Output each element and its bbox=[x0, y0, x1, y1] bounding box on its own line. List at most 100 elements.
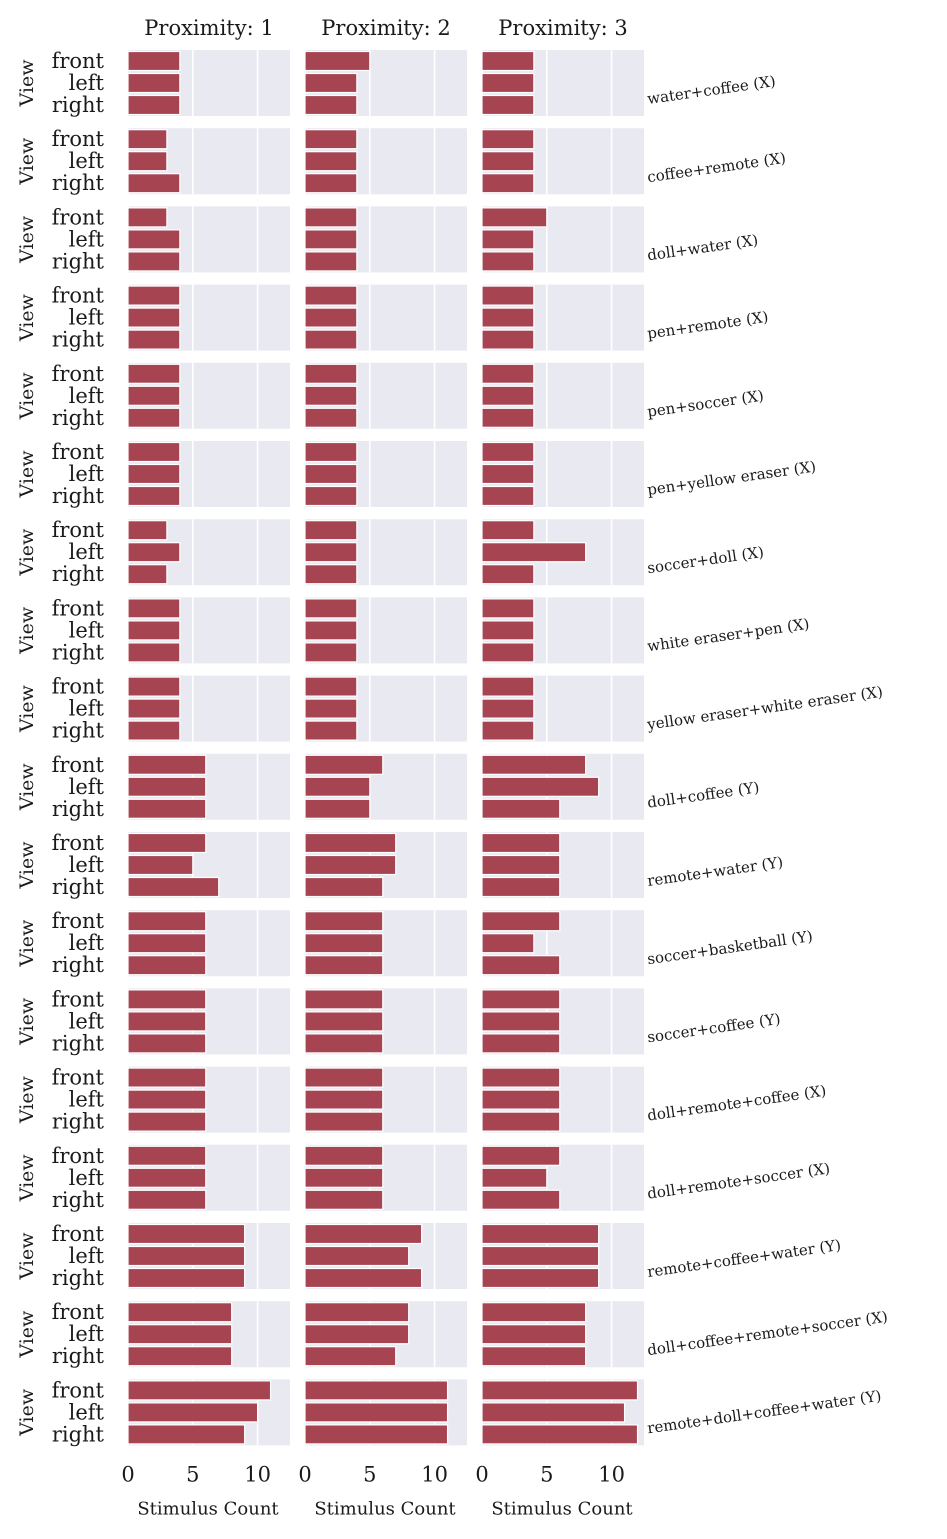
bar bbox=[304, 1324, 410, 1345]
x-tick-label: 10 bbox=[244, 1462, 271, 1486]
row-facet-label: doll+remote+soccer (X) bbox=[646, 1159, 831, 1202]
bar bbox=[481, 698, 535, 719]
y-axis-label: View bbox=[16, 684, 38, 733]
row-facet-label: pen+soccer (X) bbox=[646, 387, 765, 421]
bar bbox=[481, 485, 535, 507]
category-tick-label: right bbox=[52, 1266, 105, 1290]
bar bbox=[304, 564, 358, 585]
y-axis-label: View bbox=[16, 1310, 38, 1359]
row-facet-label: pen+yellow eraser (X) bbox=[646, 457, 817, 499]
bar bbox=[481, 363, 535, 384]
category-tick-label: front bbox=[52, 675, 105, 699]
bar bbox=[481, 1302, 587, 1323]
bar bbox=[304, 1011, 384, 1032]
bar bbox=[304, 832, 397, 854]
bar bbox=[127, 72, 181, 94]
bar bbox=[481, 1167, 548, 1188]
category-tick-label: front bbox=[52, 1222, 105, 1246]
x-tick-label: 0 bbox=[298, 1462, 311, 1486]
bar bbox=[481, 1067, 561, 1088]
bar bbox=[127, 173, 181, 194]
category-tick-label: front bbox=[52, 127, 105, 151]
bar bbox=[304, 173, 358, 194]
y-axis-label: View bbox=[16, 1154, 38, 1203]
bar bbox=[127, 955, 207, 976]
bar bbox=[481, 598, 535, 619]
category-tick-label: front bbox=[52, 1378, 105, 1402]
bar bbox=[481, 1245, 600, 1267]
bar bbox=[127, 598, 181, 619]
y-axis-label: View bbox=[16, 137, 38, 186]
bar bbox=[127, 329, 181, 350]
bar bbox=[481, 1267, 600, 1289]
bar bbox=[481, 798, 561, 819]
x-tick-label: 0 bbox=[475, 1462, 488, 1486]
bar bbox=[304, 542, 358, 563]
category-tick-label: right bbox=[52, 249, 105, 273]
category-tick-label: right bbox=[52, 719, 105, 743]
bar bbox=[304, 385, 358, 406]
bar bbox=[304, 1245, 410, 1267]
y-axis-label: View bbox=[16, 1075, 38, 1124]
row-facet-label: soccer+coffee (Y) bbox=[646, 1010, 782, 1047]
bar bbox=[481, 520, 535, 541]
category-tick-label: right bbox=[52, 562, 105, 586]
bar bbox=[481, 1324, 587, 1345]
bar bbox=[304, 1189, 384, 1210]
bar bbox=[481, 1111, 561, 1132]
category-tick-label: left bbox=[69, 1322, 105, 1346]
bar bbox=[127, 285, 181, 306]
bar bbox=[304, 598, 358, 619]
category-tick-label: left bbox=[69, 71, 105, 95]
bar bbox=[481, 50, 535, 72]
category-tick-label: left bbox=[69, 775, 105, 799]
bar bbox=[127, 876, 220, 898]
bar bbox=[304, 720, 358, 741]
y-axis-label: View bbox=[16, 1232, 38, 1281]
bar bbox=[127, 1346, 233, 1367]
column-title: Proximity: 1 bbox=[144, 16, 273, 40]
bar bbox=[304, 407, 358, 428]
x-tick-label: 10 bbox=[421, 1462, 448, 1486]
category-tick-label: front bbox=[52, 987, 105, 1011]
bar bbox=[481, 94, 535, 116]
bar bbox=[304, 463, 358, 485]
category-tick-label: right bbox=[52, 1031, 105, 1055]
bar bbox=[481, 329, 535, 350]
bar bbox=[304, 1167, 384, 1188]
bar bbox=[304, 485, 358, 507]
bar bbox=[304, 798, 371, 819]
category-tick-label: front bbox=[52, 440, 105, 464]
category-tick-label: front bbox=[52, 831, 105, 855]
category-tick-label: right bbox=[52, 1188, 105, 1212]
row-facet-label: remote+water (Y) bbox=[646, 853, 784, 890]
bar bbox=[127, 776, 207, 797]
category-tick-label: front bbox=[52, 753, 105, 777]
bar bbox=[481, 1145, 561, 1166]
bar bbox=[127, 832, 207, 854]
row-facet-label: coffee+remote (X) bbox=[646, 149, 787, 186]
bar bbox=[127, 798, 207, 819]
bar bbox=[481, 1189, 561, 1210]
category-tick-label: left bbox=[69, 1244, 105, 1268]
category-tick-label: right bbox=[52, 1422, 105, 1446]
category-tick-label: left bbox=[69, 618, 105, 642]
bar bbox=[127, 1223, 246, 1245]
bar bbox=[127, 207, 168, 228]
bar bbox=[304, 207, 358, 228]
bar bbox=[304, 307, 358, 328]
x-tick-label: 5 bbox=[363, 1462, 376, 1486]
bar bbox=[304, 94, 358, 116]
bar bbox=[481, 407, 535, 428]
bar bbox=[481, 911, 561, 932]
category-tick-label: front bbox=[52, 518, 105, 542]
bar bbox=[127, 463, 181, 485]
bar bbox=[127, 754, 207, 775]
bar bbox=[127, 1380, 272, 1401]
category-tick-label: left bbox=[69, 1400, 105, 1424]
